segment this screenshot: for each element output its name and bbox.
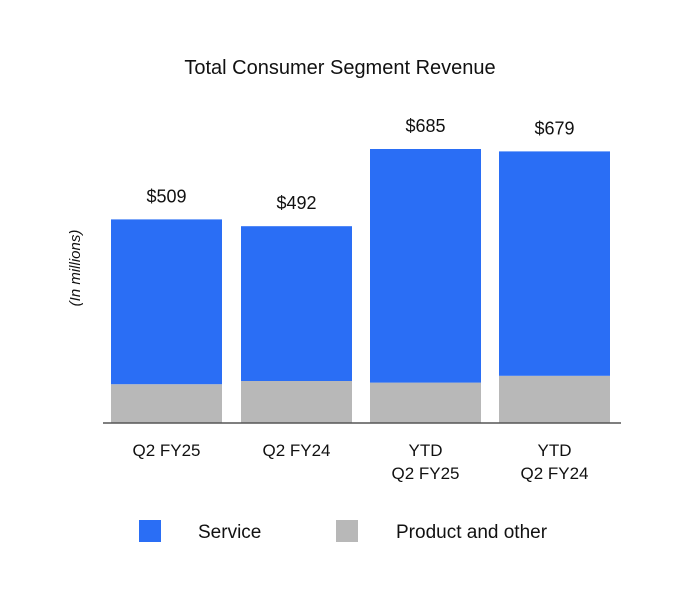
bar-segment-product-and-other (370, 382, 481, 423)
legend-label: Product and other (396, 522, 548, 543)
bar-segment-service (499, 151, 610, 376)
bar-total-label: $492 (276, 193, 316, 213)
bar-total-label: $685 (405, 116, 445, 136)
x-tick-label: YTD (538, 441, 572, 460)
bar-segment-service (241, 226, 352, 381)
y-axis-label: (In millions) (67, 230, 84, 307)
legend: Service Product and other (139, 520, 548, 543)
legend-swatch (139, 520, 161, 542)
labels-layer: $509 Q2 FY25 $492 Q2 FY24 $685 YTD Q2 FY25 $679… (132, 116, 588, 483)
bar-segment-product-and-other (241, 381, 352, 423)
chart-title: Total Consumer Segment Revenue (184, 57, 495, 79)
x-tick-label: YTD (409, 441, 443, 460)
x-tick-label: Q2 FY24 (262, 441, 330, 460)
legend-swatch (336, 520, 358, 542)
x-tick-label: Q2 FY25 (132, 441, 200, 460)
bars-layer (111, 149, 610, 423)
bar-segment-service (370, 149, 481, 383)
bar-segment-product-and-other (499, 375, 610, 423)
x-tick-label: Q2 FY25 (391, 464, 459, 483)
bar-segment-product-and-other (111, 384, 222, 423)
x-tick-label: Q2 FY24 (520, 464, 588, 483)
bar-total-label: $679 (534, 118, 574, 138)
bar-segment-service (111, 219, 222, 385)
bar-total-label: $509 (146, 186, 186, 206)
legend-label: Service (198, 522, 261, 543)
